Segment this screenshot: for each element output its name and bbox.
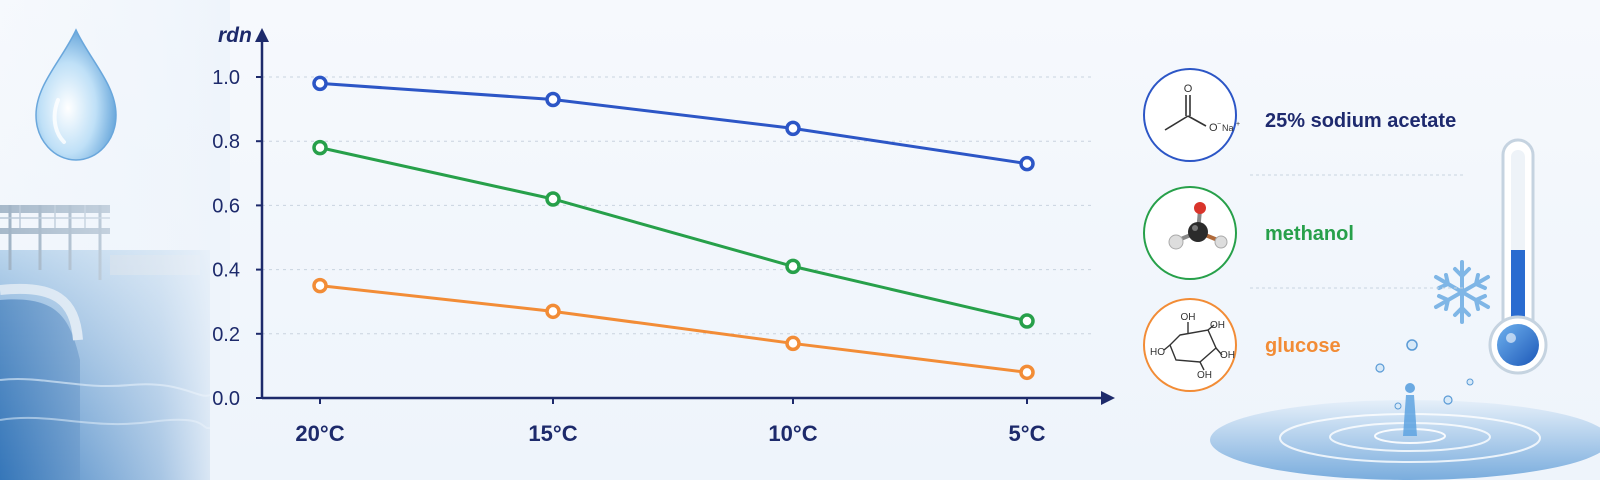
thermometer-icon <box>1488 138 1548 375</box>
gridlines <box>262 76 1095 335</box>
y-tick-label: 0.0 <box>212 388 240 410</box>
data-point <box>1019 155 1035 172</box>
data-point <box>312 75 328 92</box>
data-points <box>312 75 1035 381</box>
x-tick-label: 15°C <box>528 421 577 446</box>
data-point <box>545 91 561 108</box>
treatment-tank-illustration <box>0 0 230 480</box>
y-tick-label: 0.6 <box>212 195 240 217</box>
data-point <box>312 139 328 156</box>
y-tick-label: 1.0 <box>212 67 240 89</box>
water-splash-icon <box>1210 339 1600 480</box>
data-point <box>545 191 561 207</box>
x-tick-label: 20°C <box>295 421 344 446</box>
data-point <box>785 258 801 275</box>
y-axis-label: rdn <box>218 24 252 47</box>
y-axis-arrow <box>255 28 269 42</box>
data-point <box>312 277 328 294</box>
y-tick-label: 0.4 <box>212 260 240 282</box>
legend-label-sodium-acetate: 25% sodium acetate <box>1265 110 1457 132</box>
y-tick-label: 0.2 <box>212 324 240 346</box>
x-tick-label: 5°C <box>1009 421 1046 446</box>
data-point <box>785 335 801 352</box>
water-drop-icon <box>35 28 117 161</box>
series-line-0 <box>319 81 1028 166</box>
legend-label-glucose: glucose <box>1265 335 1341 357</box>
series-lines <box>319 81 1028 374</box>
series-line-1 <box>319 146 1028 323</box>
data-point <box>785 120 801 137</box>
data-point <box>1019 313 1035 329</box>
y-tick-label: 0.8 <box>212 131 240 153</box>
snowflake-icon <box>1434 260 1490 324</box>
x-axis-arrow <box>1101 391 1115 405</box>
series-line-2 <box>319 284 1028 374</box>
data-point <box>545 303 561 320</box>
data-point <box>1019 364 1035 381</box>
legend-label-methanol: methanol <box>1265 223 1354 245</box>
axes <box>255 28 1115 405</box>
x-tick-label: 10°C <box>768 421 817 446</box>
tick-labels: 0.0 0.2 0.4 0.6 0.8 1.0 rdn 20°C 15°C 10°C 5°C <box>212 24 1045 446</box>
